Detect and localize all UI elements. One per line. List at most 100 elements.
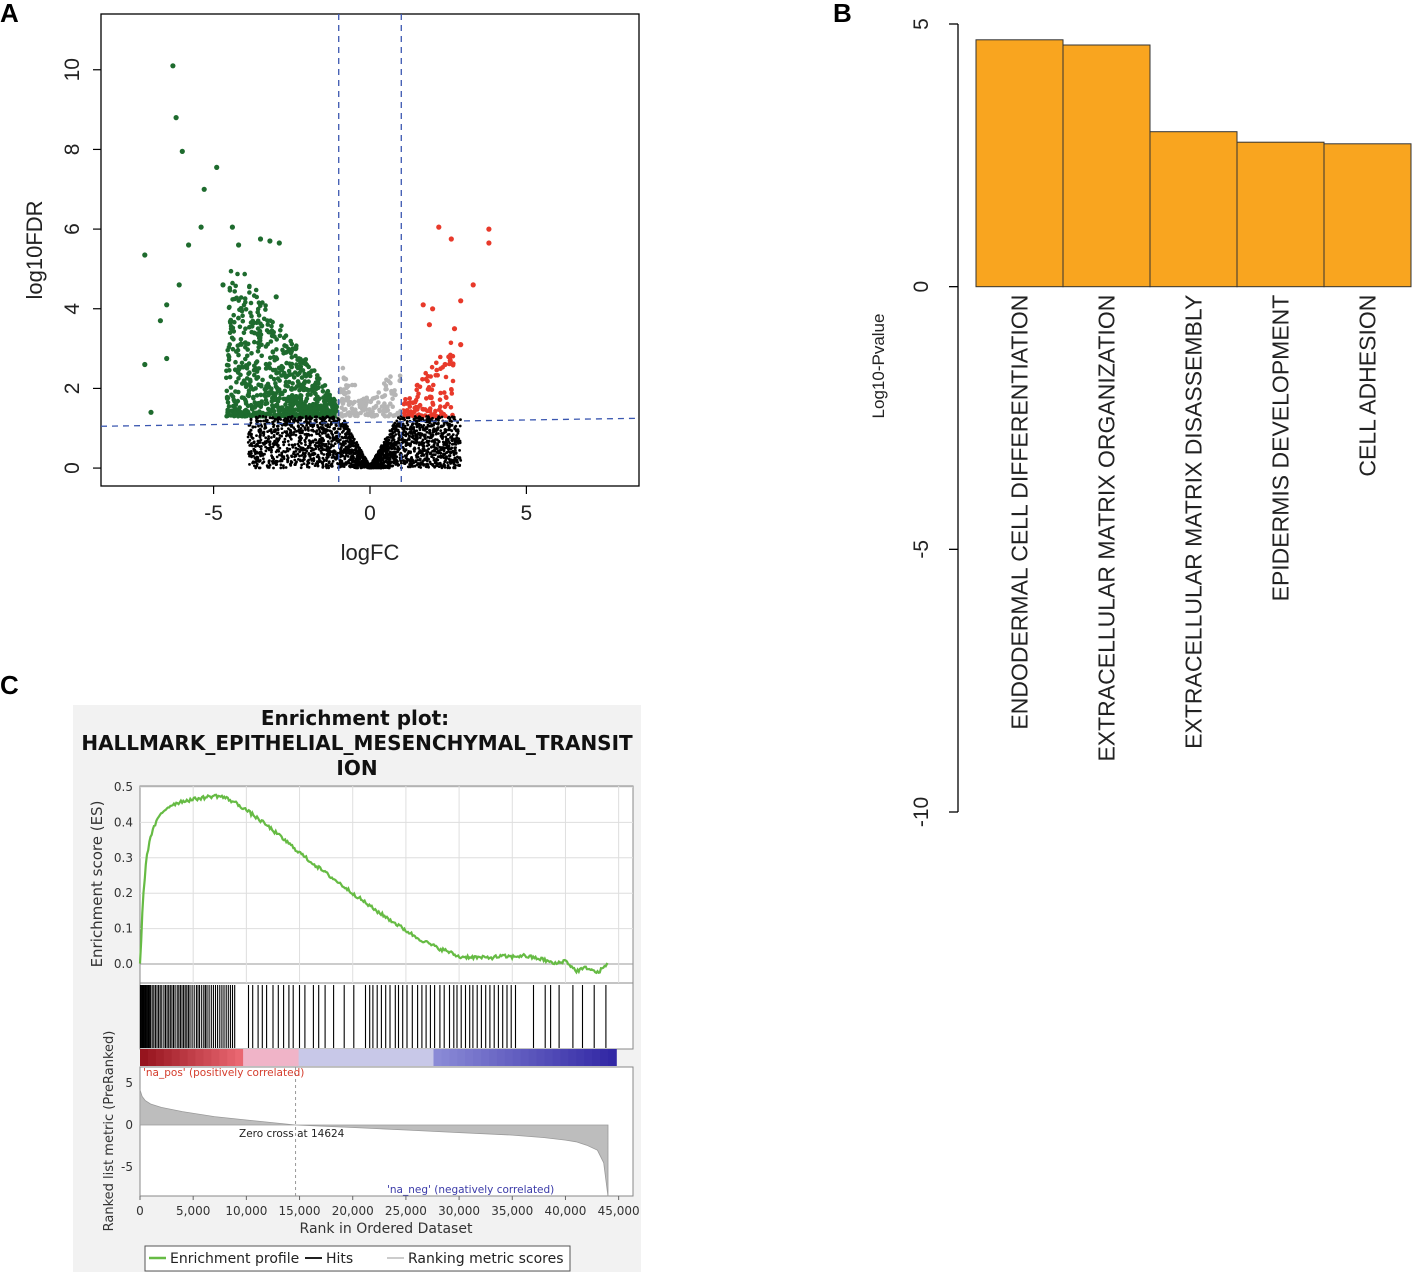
- down-point: [273, 294, 279, 300]
- down-point: [243, 307, 249, 312]
- down-point: [289, 387, 295, 392]
- ns_black-point: [440, 415, 444, 419]
- up-point: [424, 396, 429, 401]
- ns_grey-point: [381, 381, 387, 386]
- ns_black-point: [403, 438, 406, 442]
- bar: [1323, 143, 1412, 288]
- ns_black-point: [258, 451, 261, 454]
- down-point: [260, 377, 265, 383]
- up-point: [443, 413, 448, 419]
- down-point: [277, 333, 283, 339]
- down-point: [263, 344, 269, 349]
- ns_grey-point: [340, 414, 345, 419]
- down-point: [274, 337, 280, 342]
- ns_black-point: [271, 445, 275, 449]
- ns_black-point: [404, 430, 408, 434]
- down-point: [252, 411, 258, 416]
- ns_black-point: [439, 454, 443, 458]
- up-point: [423, 370, 429, 376]
- ns_black-point: [421, 417, 425, 420]
- ns_grey-point: [382, 413, 387, 419]
- down-point: [283, 402, 288, 407]
- down-point: [274, 347, 279, 352]
- ns_black-point: [388, 446, 391, 450]
- ns_black-point: [349, 444, 353, 448]
- ns_black-point: [288, 447, 292, 451]
- ns_black-point: [273, 428, 276, 432]
- ns_black-point: [346, 451, 350, 455]
- ns_black-point: [418, 436, 422, 440]
- gsea-title-line-3: ION: [336, 756, 377, 780]
- bar-y-tick-label: -5: [910, 540, 933, 559]
- ns_black-point: [455, 429, 459, 433]
- ns_black-point: [391, 427, 395, 431]
- ns_black-point: [425, 430, 429, 434]
- es-line: [138, 793, 609, 975]
- down-point: [242, 271, 247, 277]
- heat-strip-segment: [481, 1049, 490, 1066]
- ns_black-point: [413, 449, 416, 453]
- ns_black-point: [360, 466, 363, 469]
- down-point: [259, 323, 265, 329]
- ns_black-point: [299, 459, 302, 463]
- ns_black-point: [291, 445, 295, 449]
- ns_black-point: [438, 416, 442, 420]
- ns_grey-point: [340, 396, 345, 402]
- down-point: [231, 397, 237, 403]
- heat-strip-segment: [346, 1049, 355, 1066]
- ns_black-point: [276, 420, 280, 423]
- ns_black-point: [351, 456, 355, 460]
- down-point: [249, 313, 254, 319]
- ns_black-point: [393, 444, 396, 447]
- up-point: [443, 394, 449, 400]
- ns_grey-point: [373, 403, 379, 409]
- up-point: [442, 404, 448, 410]
- down-point: [265, 383, 270, 389]
- heat-strip-segment: [266, 1049, 276, 1066]
- ns_grey-point: [388, 374, 393, 379]
- ns_black-point: [268, 416, 272, 420]
- ns_black-point: [454, 437, 457, 440]
- down-point: [240, 318, 246, 324]
- ns_black-point: [286, 439, 290, 443]
- ns_black-point: [259, 419, 263, 423]
- ns_black-point: [275, 455, 279, 459]
- heat-strip-segment: [179, 1049, 189, 1066]
- ns_black-point: [416, 452, 419, 456]
- down-point: [244, 366, 250, 371]
- ns_grey-point: [385, 404, 390, 410]
- down-point: [269, 390, 275, 395]
- ns_grey-point: [353, 407, 358, 413]
- ns_black-point: [348, 432, 352, 436]
- ns_black-point: [396, 450, 400, 454]
- down-point: [227, 330, 233, 336]
- ns_black-point: [290, 431, 293, 434]
- es-tick-label: 0.3: [114, 851, 133, 865]
- ns_black-point: [373, 462, 377, 466]
- volcano-y-label: log10FDR: [22, 200, 47, 299]
- down-point: [241, 302, 247, 308]
- ns_black-point: [308, 418, 311, 421]
- ns_black-point: [310, 459, 314, 462]
- ns_black-point: [358, 453, 362, 457]
- ns_black-point: [447, 454, 451, 457]
- ns_black-point: [332, 444, 335, 448]
- ns_black-point: [418, 428, 422, 432]
- down-point: [237, 405, 242, 410]
- down-point: [257, 236, 264, 242]
- ns_black-point: [266, 418, 269, 422]
- bar: [1236, 141, 1325, 288]
- ns_black-point: [439, 463, 442, 466]
- ns_black-point: [419, 466, 423, 469]
- fdr-threshold-line: [100, 417, 640, 427]
- ns_black-point: [397, 438, 401, 442]
- ns_black-point: [264, 449, 268, 453]
- ns_grey-point: [346, 395, 351, 400]
- ns_black-point: [349, 458, 352, 462]
- ns_black-point: [432, 456, 435, 460]
- ns_black-point: [321, 423, 324, 427]
- heat-strip-segment: [338, 1049, 348, 1066]
- ns_black-point: [396, 462, 400, 466]
- bar-category-label: ENDODERMAL CELL DIFFERENTIATION: [1007, 295, 1033, 730]
- ns_black-point: [328, 436, 332, 440]
